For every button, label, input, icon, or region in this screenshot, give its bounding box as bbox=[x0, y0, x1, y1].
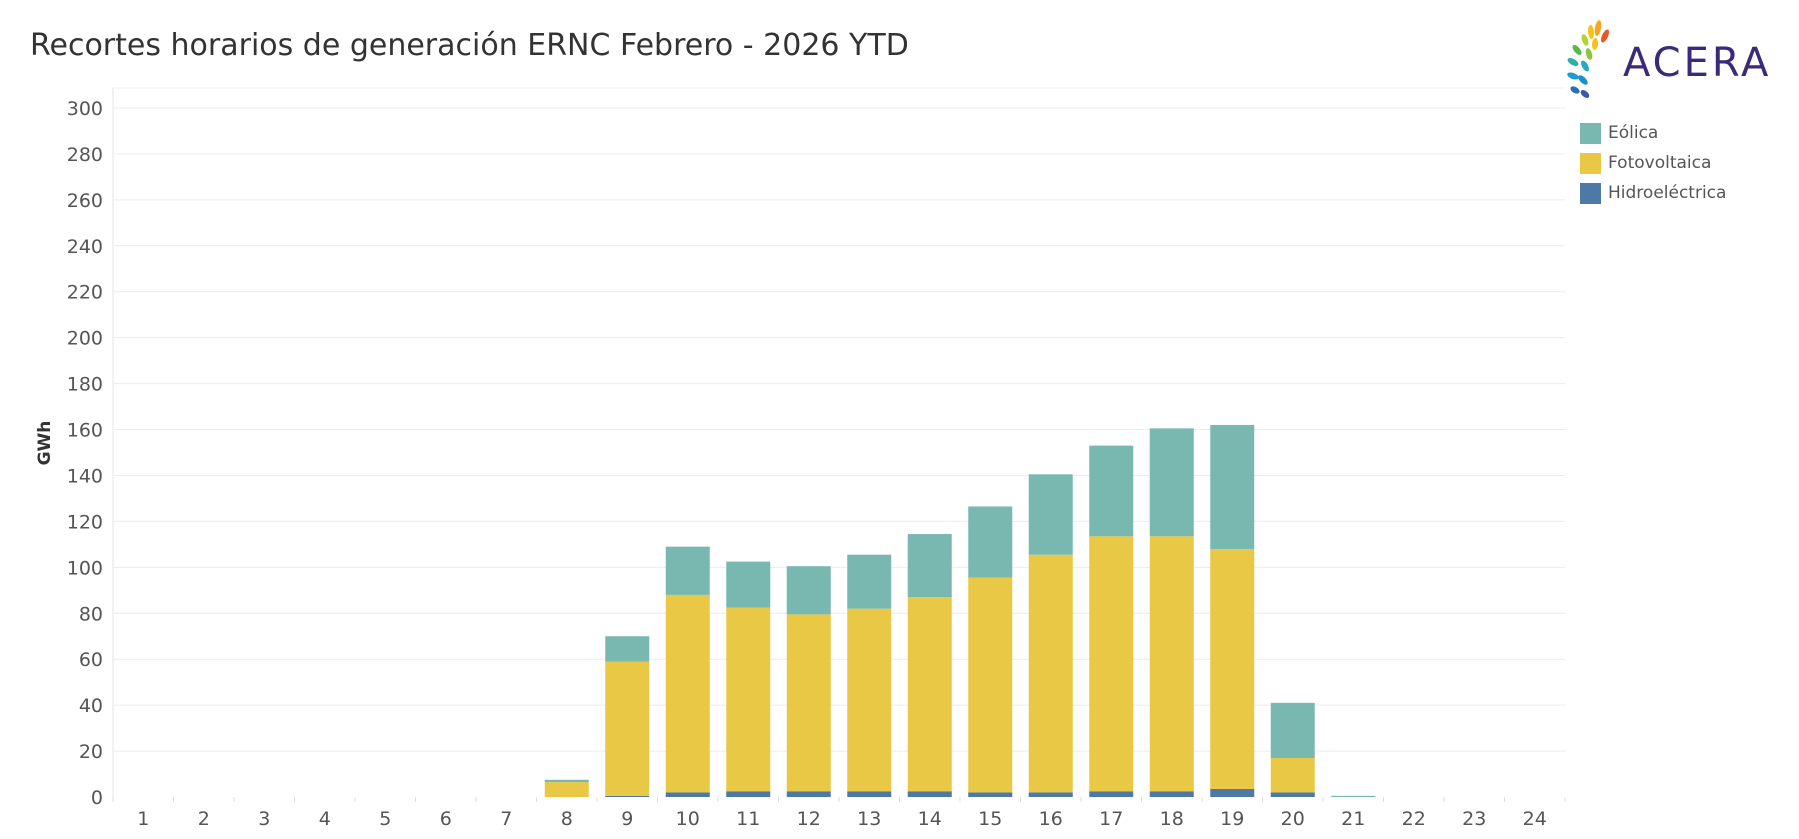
x-tick-label: 12 bbox=[797, 808, 821, 830]
bar-segment bbox=[1028, 474, 1073, 555]
bar-segment bbox=[1149, 791, 1194, 797]
y-tick-label: 40 bbox=[79, 695, 103, 717]
legend-label: Eólica bbox=[1608, 123, 1659, 143]
x-tick-label: 3 bbox=[258, 808, 270, 830]
y-tick-label: 140 bbox=[67, 465, 103, 487]
x-tick-label: 17 bbox=[1099, 808, 1123, 830]
bar-segment bbox=[1210, 548, 1255, 789]
x-tick-label: 1 bbox=[137, 808, 149, 830]
bar-segment bbox=[1270, 702, 1315, 758]
x-tick-label: 13 bbox=[857, 808, 881, 830]
bar-segment bbox=[907, 534, 952, 598]
x-tick-label: 19 bbox=[1220, 808, 1244, 830]
legend-swatch bbox=[1580, 152, 1601, 174]
x-tick-label: 18 bbox=[1160, 808, 1184, 830]
y-tick-label: 240 bbox=[67, 236, 103, 258]
bar-segment bbox=[665, 546, 710, 595]
bar-segment bbox=[786, 614, 831, 792]
legend: Eólica Fotovoltaica Hidroeléctrica bbox=[1580, 118, 1726, 208]
bar-segment bbox=[1210, 424, 1255, 549]
bar-segment bbox=[665, 792, 710, 797]
x-tick-label: 24 bbox=[1523, 808, 1547, 830]
bar-segment bbox=[907, 597, 952, 792]
x-tick-label: 11 bbox=[736, 808, 760, 830]
y-tick-label: 20 bbox=[79, 741, 103, 763]
bar-segment bbox=[1331, 795, 1376, 797]
x-tick-label: 21 bbox=[1341, 808, 1365, 830]
bar-segment bbox=[847, 608, 892, 792]
bar-segment bbox=[786, 791, 831, 797]
bar-segment bbox=[968, 506, 1013, 578]
x-tick-label: 5 bbox=[379, 808, 391, 830]
legend-label: Hidroeléctrica bbox=[1608, 183, 1727, 203]
x-tick-label: 16 bbox=[1039, 808, 1063, 830]
y-tick-label: 280 bbox=[67, 144, 103, 166]
bar-segment bbox=[726, 607, 771, 792]
logo-text: ACERA bbox=[1623, 40, 1772, 86]
y-tick-label: 60 bbox=[79, 649, 103, 671]
bar-segment bbox=[1210, 788, 1255, 797]
bar-segment bbox=[1270, 792, 1315, 797]
bar-segment bbox=[726, 561, 771, 608]
x-tick-label: 20 bbox=[1281, 808, 1305, 830]
bar-segment bbox=[1149, 428, 1194, 537]
bar-segment bbox=[1149, 536, 1194, 792]
bar-segment bbox=[847, 554, 892, 609]
bar-segment bbox=[1028, 554, 1073, 793]
acera-logo: ACERA bbox=[1565, 18, 1768, 103]
x-tick-label: 23 bbox=[1462, 808, 1486, 830]
bar-segment bbox=[544, 779, 589, 783]
legend-item-fotovoltaica[interactable]: Fotovoltaica bbox=[1580, 148, 1726, 178]
x-tick-label: 2 bbox=[198, 808, 210, 830]
x-tick-label: 15 bbox=[978, 808, 1002, 830]
y-tick-label: 260 bbox=[67, 190, 103, 212]
x-tick-label: 7 bbox=[500, 808, 512, 830]
bar-segment bbox=[544, 782, 589, 797]
x-tick-label: 22 bbox=[1402, 808, 1426, 830]
x-tick-label: 10 bbox=[676, 808, 700, 830]
y-tick-label: 200 bbox=[67, 328, 103, 350]
bar-segment bbox=[605, 636, 650, 662]
legend-item-eolica[interactable]: Eólica bbox=[1580, 118, 1726, 148]
bar-segment bbox=[665, 594, 710, 793]
sunflower-icon bbox=[1567, 20, 1610, 98]
x-tick-label: 6 bbox=[440, 808, 452, 830]
y-tick-label: 160 bbox=[67, 420, 103, 442]
bar-segment bbox=[968, 792, 1013, 797]
y-tick-label: 180 bbox=[67, 374, 103, 396]
bar-segment bbox=[1028, 792, 1073, 797]
y-tick-label: 100 bbox=[67, 557, 103, 579]
y-tick-label: 120 bbox=[67, 511, 103, 533]
legend-swatch bbox=[1580, 122, 1601, 144]
x-tick-label: 14 bbox=[918, 808, 942, 830]
x-tick-label: 9 bbox=[621, 808, 633, 830]
bar-segment bbox=[1089, 445, 1134, 537]
legend-label: Fotovoltaica bbox=[1608, 153, 1712, 173]
y-tick-label: 80 bbox=[79, 603, 103, 625]
legend-item-hidroelectrica[interactable]: Hidroeléctrica bbox=[1580, 178, 1726, 208]
bar-segment bbox=[605, 661, 650, 796]
bar-segment bbox=[605, 795, 650, 797]
chart-title: Recortes horarios de generación ERNC Feb… bbox=[30, 28, 909, 63]
y-tick-label: 300 bbox=[67, 98, 103, 120]
y-tick-label: 0 bbox=[91, 787, 103, 809]
legend-swatch bbox=[1580, 182, 1601, 204]
x-tick-label: 4 bbox=[319, 808, 331, 830]
bar-segment bbox=[968, 577, 1013, 793]
y-tick-label: 220 bbox=[67, 282, 103, 304]
bar-segment bbox=[1270, 757, 1315, 793]
bar-segment bbox=[847, 791, 892, 797]
bar-segment bbox=[786, 566, 831, 615]
bar-segment bbox=[1089, 791, 1134, 797]
bar-segment bbox=[907, 791, 952, 797]
bar-segment bbox=[1089, 536, 1134, 792]
y-axis-title: GWh bbox=[35, 421, 55, 466]
x-tick-label: 8 bbox=[561, 808, 573, 830]
bar-segment bbox=[726, 791, 771, 797]
